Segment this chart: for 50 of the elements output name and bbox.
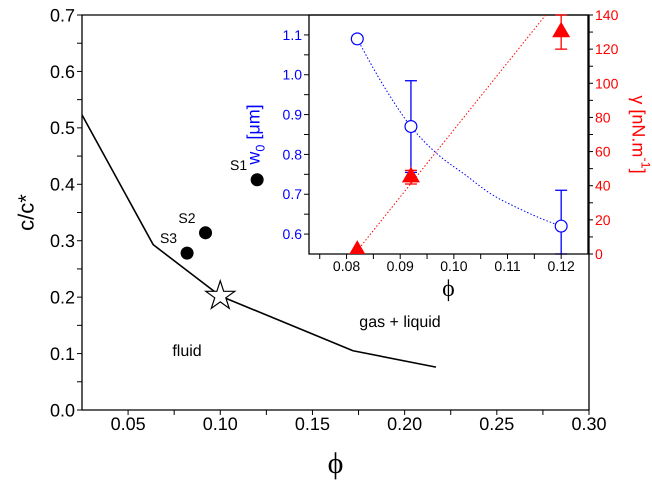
y2-tick-label: 80	[595, 109, 611, 126]
x-tick-label: 0.15	[294, 414, 330, 434]
y-tick-label: 0.7	[282, 186, 302, 202]
x-axis-title: ϕ	[442, 276, 455, 302]
y-tick-label: 0.5	[50, 118, 75, 138]
y2-tick-label: 20	[595, 212, 611, 228]
y-tick-label: 0.9	[282, 106, 302, 123]
annotation: gas + liquid	[359, 314, 441, 332]
y-axis-title: c/c*	[13, 194, 38, 231]
x-tick-label: 0.10	[202, 414, 238, 434]
point	[554, 220, 568, 233]
y-tick-label: 0.4	[50, 174, 75, 195]
y-tick-label: 0.6	[282, 226, 302, 242]
point	[404, 120, 418, 134]
point	[250, 173, 264, 186]
y-tick-label: 0.6	[50, 62, 75, 82]
y-tick-label: 1.0	[282, 66, 302, 83]
x-tick-label: 0.11	[494, 258, 521, 274]
y-tick-label: 0.7	[50, 5, 75, 26]
annotation: S3	[160, 230, 178, 246]
y2-tick-label: 60	[595, 144, 611, 160]
y2-tick-label: 40	[595, 178, 611, 194]
y2-tick-label: 120	[595, 41, 619, 58]
annotation: fluid	[172, 343, 202, 361]
x-tick-label: 0.08	[332, 258, 360, 274]
x-tick-label: 0.30	[571, 414, 607, 434]
point	[205, 280, 236, 309]
x-tick-label: 0.25	[479, 414, 514, 434]
y2-tick-label: 140	[595, 6, 619, 23]
y2-tick-label: 0	[595, 246, 603, 262]
point	[348, 240, 366, 254]
y-tick-label: 0.1	[50, 344, 75, 364]
y-tick-label: 1.1	[282, 26, 302, 43]
point	[552, 22, 570, 38]
point	[180, 246, 194, 260]
x-tick-label: 0.10	[440, 258, 468, 274]
y2-tick-label: 100	[595, 75, 619, 92]
y-tick-label: 0.3	[50, 231, 75, 252]
x-tick-label: 0.05	[110, 414, 146, 434]
annotation: S2	[178, 210, 196, 226]
x-axis-title: ϕ	[328, 447, 344, 480]
annotation: S1	[230, 156, 248, 173]
y-tick-label: 0.8	[282, 146, 302, 162]
y-tick-label: 0.0	[50, 400, 75, 420]
x-tick-label: 0.20	[387, 414, 422, 434]
point	[350, 32, 364, 46]
x-tick-label: 0.09	[386, 258, 414, 274]
y-tick-label: 0.2	[50, 288, 75, 308]
point	[199, 226, 212, 240]
x-tick-label: 0.12	[548, 258, 576, 274]
